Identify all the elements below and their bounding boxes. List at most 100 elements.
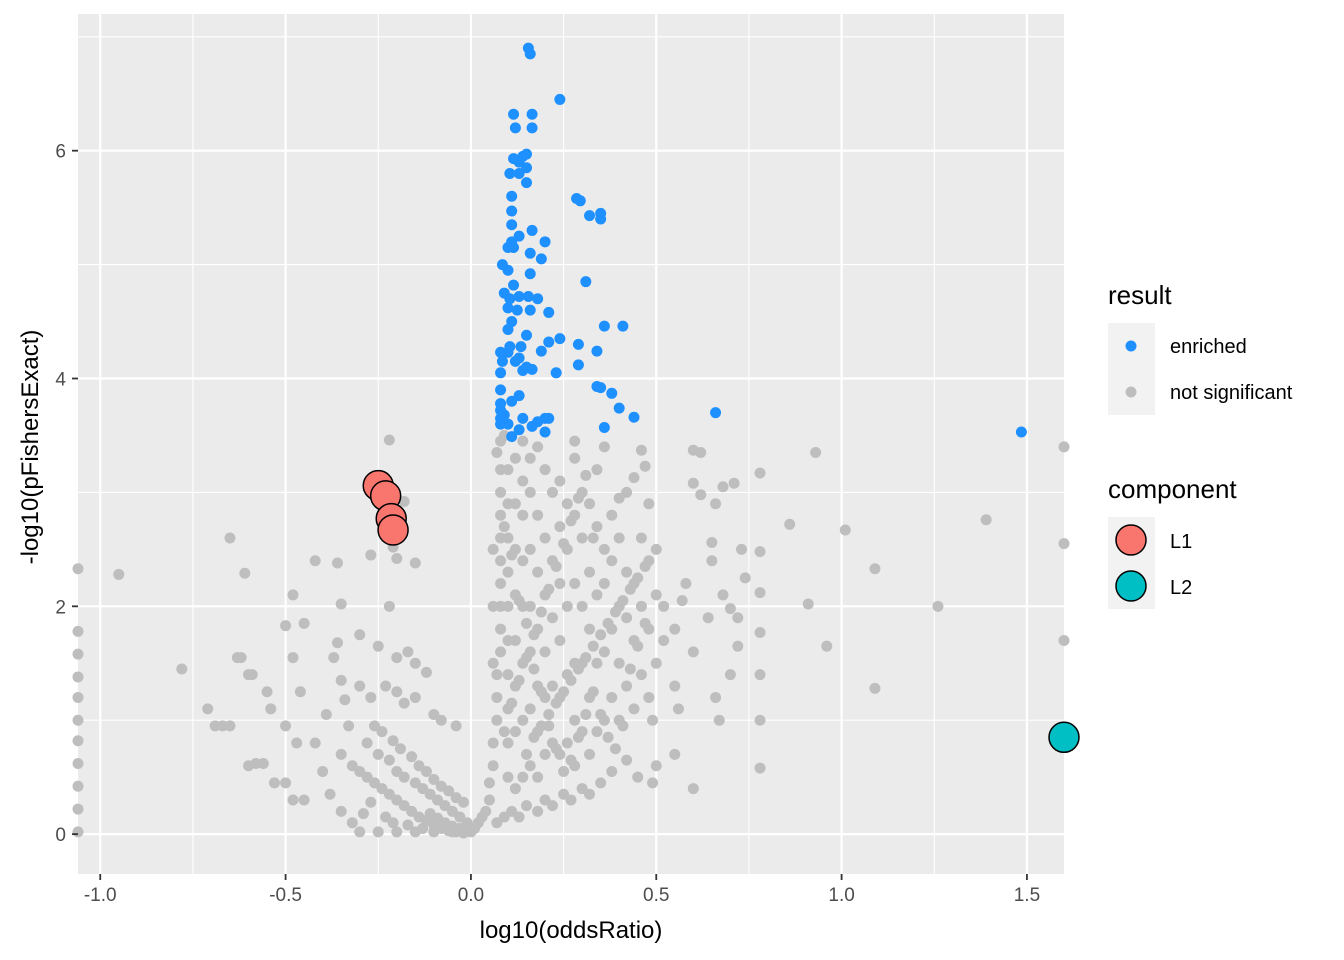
point-not-significant xyxy=(439,800,451,812)
y-tick-label: 0 xyxy=(55,825,66,846)
point-not-significant xyxy=(239,567,251,579)
point-not-significant xyxy=(335,748,347,760)
point-not-significant xyxy=(554,634,566,646)
point-not-significant xyxy=(680,578,692,590)
point-not-significant xyxy=(402,819,414,831)
point-not-significant xyxy=(517,555,529,567)
point-enriched xyxy=(502,346,514,358)
point-not-significant xyxy=(365,549,377,561)
point-not-significant xyxy=(576,600,588,612)
point-not-significant xyxy=(291,737,303,749)
point-not-significant xyxy=(72,563,84,575)
points-enriched xyxy=(495,42,1027,443)
point-not-significant xyxy=(658,634,670,646)
point-not-significant xyxy=(598,578,610,590)
point-not-significant xyxy=(561,600,573,612)
point-not-significant xyxy=(513,674,525,686)
point-not-significant xyxy=(513,811,525,823)
point-enriched xyxy=(513,167,525,179)
point-not-significant xyxy=(498,726,510,738)
y-axis: 0 2 4 6 xyxy=(55,142,78,846)
point-not-significant xyxy=(491,669,503,681)
point-enriched xyxy=(584,210,596,222)
point-not-significant xyxy=(784,518,796,530)
point-enriched xyxy=(526,122,538,134)
x-tick-label: 1.5 xyxy=(1014,885,1040,906)
point-not-significant xyxy=(569,714,581,726)
point-not-significant xyxy=(621,612,633,624)
x-tick-label: -0.5 xyxy=(269,885,302,906)
point-not-significant xyxy=(398,697,410,709)
point-not-significant xyxy=(372,640,384,652)
point-not-significant xyxy=(287,794,299,806)
point-not-significant xyxy=(246,669,258,681)
point-not-significant xyxy=(72,625,84,637)
point-not-significant xyxy=(446,805,458,817)
point-not-significant xyxy=(569,578,581,590)
point-enriched xyxy=(554,333,566,345)
point-not-significant xyxy=(428,709,440,721)
points-components xyxy=(362,469,1080,754)
point-not-significant xyxy=(554,521,566,533)
point-not-significant xyxy=(343,720,355,732)
point-not-significant xyxy=(687,646,699,658)
point-not-significant xyxy=(498,521,510,533)
point-not-significant xyxy=(331,637,343,649)
point-not-significant xyxy=(558,538,570,550)
point-not-significant xyxy=(632,640,644,652)
point-enriched xyxy=(506,395,518,407)
point-enriched xyxy=(543,336,555,348)
point-not-significant xyxy=(483,777,495,789)
point-not-significant xyxy=(413,760,425,772)
point-not-significant xyxy=(406,751,418,763)
point-not-significant xyxy=(176,663,188,675)
point-not-significant xyxy=(565,754,577,766)
point-not-significant xyxy=(324,788,336,800)
point-not-significant xyxy=(621,486,633,498)
point-not-significant xyxy=(483,794,495,806)
point-not-significant xyxy=(606,555,618,567)
point-not-significant xyxy=(580,469,592,481)
point-not-significant xyxy=(595,629,607,641)
point-not-significant xyxy=(624,663,636,675)
point-enriched xyxy=(524,304,536,316)
point-not-significant xyxy=(268,777,280,789)
point-not-significant xyxy=(624,583,636,595)
point-not-significant xyxy=(365,691,377,703)
x-tick-label: -1.0 xyxy=(84,885,117,906)
point-not-significant xyxy=(598,543,610,555)
point-not-significant xyxy=(409,557,421,569)
point-not-significant xyxy=(724,603,736,615)
point-not-significant xyxy=(598,441,610,453)
point-enriched xyxy=(710,407,722,419)
point-not-significant xyxy=(591,726,603,738)
point-not-significant xyxy=(391,686,403,698)
legend-result: result enriched not significant xyxy=(1108,280,1293,415)
point-not-significant xyxy=(521,617,533,629)
point-not-significant xyxy=(595,709,607,721)
point-not-significant xyxy=(535,606,547,618)
point-not-significant xyxy=(632,572,644,584)
point-not-significant xyxy=(569,435,581,447)
point-not-significant xyxy=(839,524,851,536)
point-not-significant xyxy=(669,748,681,760)
point-not-significant xyxy=(335,805,347,817)
legend-result-title: result xyxy=(1108,280,1172,310)
point-not-significant xyxy=(539,532,551,544)
legend-enriched-label: enriched xyxy=(1170,336,1247,358)
point-not-significant xyxy=(550,697,562,709)
point-not-significant xyxy=(428,773,440,785)
point-not-significant xyxy=(754,546,766,558)
point-not-significant xyxy=(672,703,684,715)
point-not-significant xyxy=(280,720,292,732)
point-not-significant xyxy=(391,652,403,664)
point-not-significant xyxy=(524,600,536,612)
point-not-significant xyxy=(424,788,436,800)
point-enriched xyxy=(532,293,544,305)
point-enriched xyxy=(574,195,586,207)
point-not-significant xyxy=(491,691,503,703)
point-not-significant xyxy=(331,557,343,569)
point-not-significant xyxy=(639,560,651,572)
point-not-significant xyxy=(487,760,499,772)
point-not-significant xyxy=(613,657,625,669)
